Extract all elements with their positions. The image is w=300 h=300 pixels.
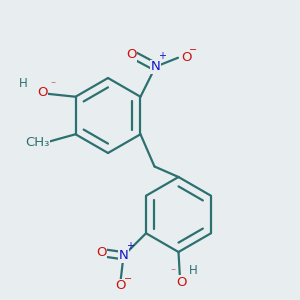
Text: N: N xyxy=(118,249,128,262)
Text: O: O xyxy=(37,86,48,99)
Text: O: O xyxy=(96,246,106,259)
Text: O: O xyxy=(115,279,126,292)
Text: O: O xyxy=(176,275,187,289)
Text: CH₃: CH₃ xyxy=(25,136,49,149)
Text: −: − xyxy=(189,45,197,55)
Text: H: H xyxy=(188,265,197,278)
Text: +: + xyxy=(126,241,134,251)
Text: O: O xyxy=(182,51,192,64)
Text: ⁻: ⁻ xyxy=(170,268,175,278)
Text: H: H xyxy=(19,77,28,90)
Text: ⁻: ⁻ xyxy=(51,80,56,90)
Text: O: O xyxy=(126,48,137,61)
Text: +: + xyxy=(158,51,166,61)
Text: −: − xyxy=(124,274,132,284)
Text: N: N xyxy=(151,60,160,73)
